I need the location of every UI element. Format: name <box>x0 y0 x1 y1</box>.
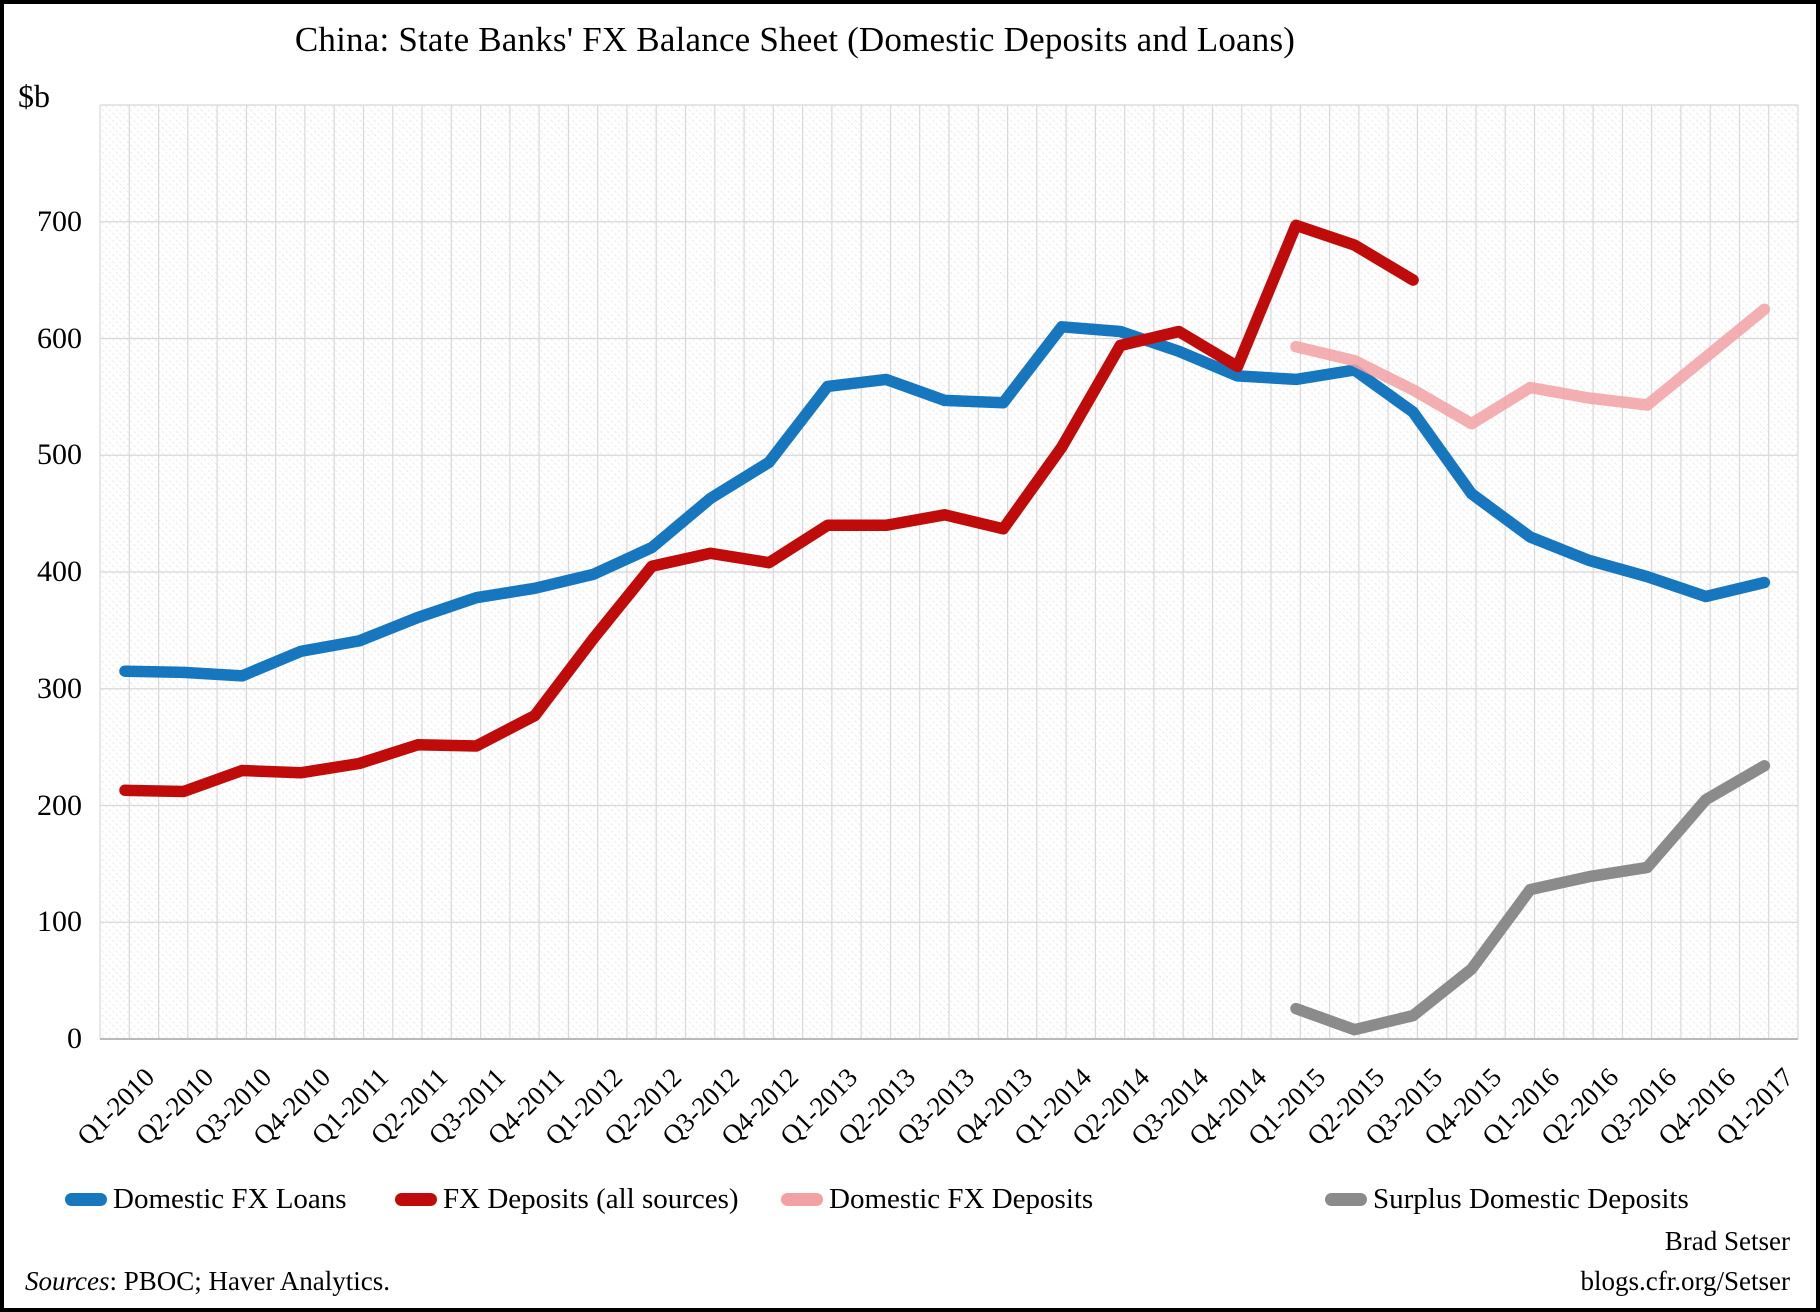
y-tick-label-500: 500 <box>37 438 82 471</box>
y-tick-label-700: 700 <box>37 205 82 238</box>
y-tick-label-100: 100 <box>37 905 82 938</box>
y-tick-label-200: 200 <box>37 789 82 822</box>
legend-label-domestic-fx-deposits: Domestic FX Deposits <box>829 1182 1094 1215</box>
sources-note: Sources: PBOC; Haver Analytics. <box>25 1266 390 1297</box>
legend-item-domestic-fx-loans: Domestic FX Loans <box>65 1178 347 1220</box>
site-credit: blogs.cfr.org/Setser <box>1580 1266 1790 1296</box>
legend-swatch-surplus-domestic-deposits <box>1325 1192 1367 1206</box>
y-tick-label-400: 400 <box>37 555 82 588</box>
legend-swatch-domestic-fx-deposits <box>781 1192 823 1206</box>
legend-label-surplus-domestic-deposits: Surplus Domestic Deposits <box>1373 1182 1689 1215</box>
y-axis-unit-label: $b <box>18 78 50 114</box>
series-line-surplus-domestic-deposits <box>1290 760 1771 1036</box>
series-line-domestic-fx-deposits <box>1290 303 1771 430</box>
legend-label-fx-deposits-all-sources: FX Deposits (all sources) <box>443 1182 739 1215</box>
legend-item-domestic-fx-deposits: Domestic FX Deposits <box>781 1178 1093 1220</box>
series-line-fx-deposits-all-sources <box>119 219 1419 798</box>
y-tick-label-0: 0 <box>67 1022 82 1055</box>
sources-word: Sources <box>25 1266 110 1296</box>
legend-label-domestic-fx-loans: Domestic FX Loans <box>113 1182 347 1215</box>
y-tick-label-300: 300 <box>37 672 82 705</box>
series-line-domestic-fx-loans <box>119 321 1771 682</box>
y-tick-label-600: 600 <box>37 322 82 355</box>
legend-item-fx-deposits-all-sources: FX Deposits (all sources) <box>395 1178 739 1220</box>
legend-swatch-fx-deposits-all-sources <box>395 1192 437 1206</box>
sources-text: : PBOC; Haver Analytics. <box>109 1266 390 1296</box>
legend-item-surplus-domestic-deposits: Surplus Domestic Deposits <box>1325 1178 1689 1220</box>
legend-swatch-domestic-fx-loans <box>65 1192 107 1206</box>
author-credit: Brad Setser <box>1664 1226 1790 1256</box>
chart-title: China: State Banks' FX Balance Sheet (Do… <box>294 20 1296 59</box>
